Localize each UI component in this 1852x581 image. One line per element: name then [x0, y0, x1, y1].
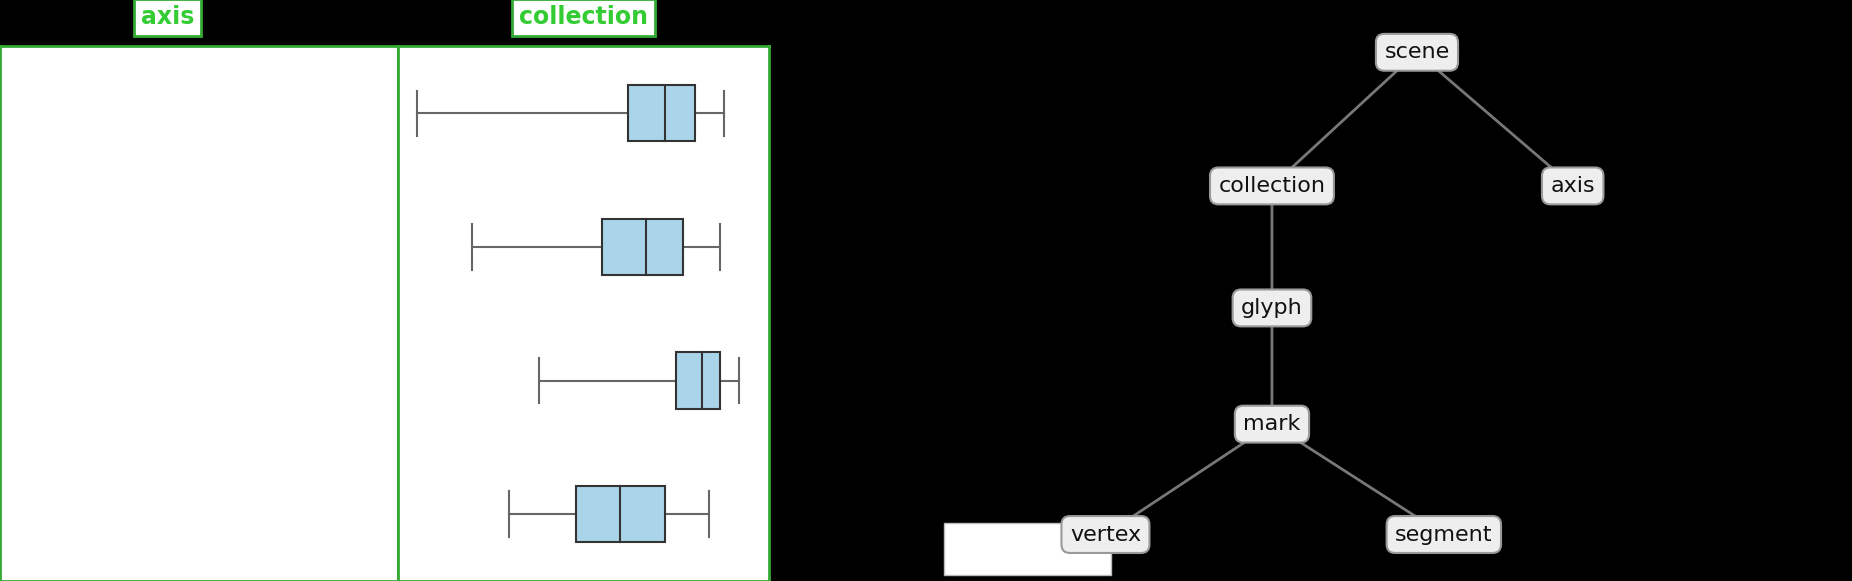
Bar [945, 523, 1111, 575]
Bar [676, 353, 720, 408]
Text: collection: collection [519, 5, 648, 30]
Bar [628, 85, 694, 141]
Text: vertex: vertex [1070, 525, 1141, 544]
Text: glyph: glyph [1241, 298, 1302, 318]
Text: mark: mark [1243, 414, 1300, 434]
Text: segment: segment [1395, 525, 1493, 544]
Text: axis: axis [141, 5, 194, 30]
Bar [602, 219, 683, 275]
Text: axis: axis [1550, 176, 1595, 196]
Text: collection: collection [1219, 176, 1326, 196]
Text: scene: scene [1383, 42, 1450, 62]
Bar [576, 486, 665, 542]
